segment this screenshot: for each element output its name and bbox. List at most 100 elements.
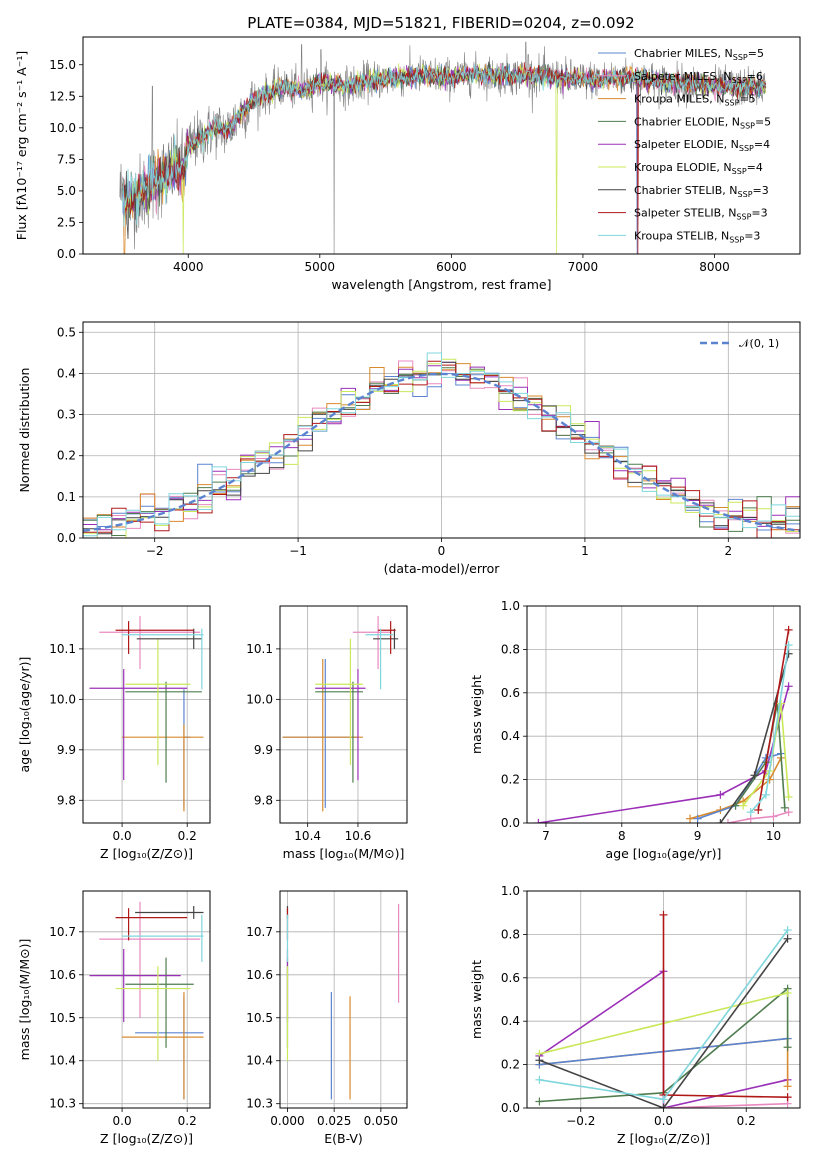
errorbar-kroupa-elodie	[315, 638, 363, 765]
y-tick-label: 0.2	[57, 449, 76, 463]
line-salpeter-miles	[663, 1097, 789, 1108]
marker-chabrier-elodie	[780, 803, 789, 812]
y-axis-label: Flux [fλ10⁻¹⁷ erg cm⁻² s⁻¹ A⁻¹]	[14, 51, 29, 240]
x-tick-label: 6000	[436, 260, 467, 274]
marker-salpeter-stelib	[783, 1093, 792, 1102]
y-tick-label: 10.7	[49, 925, 76, 939]
errorbar-chabrier-elodie	[125, 681, 202, 783]
line-salpeter-miles	[727, 811, 789, 823]
plot-area-spectrum	[119, 41, 767, 254]
errorbar-salpeter-stelib	[115, 621, 194, 654]
y-tick-label: 10.3	[49, 1097, 76, 1111]
errorbar-salpeter-miles	[99, 901, 201, 1018]
y-axis-label: age [log₁₀(age/yr)]	[17, 657, 32, 773]
plot-area-age-vs-Z	[89, 616, 204, 812]
errorbar-kroupa-stelib	[122, 914, 204, 962]
plot-area-residuals	[83, 352, 800, 538]
y-tick-label: 1.0	[501, 599, 520, 613]
x-tick-label: 8	[618, 829, 626, 843]
errorbar-kroupa-elodie	[125, 638, 191, 765]
y-tick-label: 10.3	[246, 1097, 273, 1111]
x-tick-label: 0.2	[737, 1114, 756, 1128]
y-tick-label: 0.0	[501, 1101, 520, 1115]
errorbar-salpeter-elodie	[89, 669, 188, 781]
x-axis-label: Z [log₁₀(Z/Z⊙)]	[100, 846, 193, 861]
y-tick-label: 9.8	[254, 793, 273, 807]
x-tick-label: 0.025	[317, 1114, 351, 1128]
y-tick-label: 0.0	[57, 531, 76, 545]
x-tick-label: 10.4	[294, 829, 321, 843]
marker-chabrier-elodie	[783, 1043, 792, 1052]
errorbar-kroupa-miles	[122, 724, 204, 812]
legend-label-kroupa-elodie: Kroupa ELODIE, NSSP=4	[634, 161, 763, 176]
panel-mass-weight-vs-age: 7 8 9 10 0.0 0.2 0.4 0.6 0.8 1.0 age [log₁₀(age/yr…	[469, 599, 801, 861]
x-tick-label: 7000	[568, 260, 599, 274]
panel-age-vs-mass: 10.4 10.6 9.8 9.9 10.0 10.1 mass [log₁₀(M/M⊙)]	[246, 605, 408, 861]
x-tick-label: −1	[289, 544, 307, 558]
gaussian-curve	[83, 372, 800, 532]
y-tick-label: 10.0	[49, 692, 76, 706]
x-axis-label: wavelength [Angstrom, rest frame]	[331, 277, 551, 292]
x-tick-label: 7	[542, 829, 550, 843]
x-axis-label: Z [log₁₀(Z/Z⊙)]	[617, 1131, 710, 1146]
errorbar-chabrier-elodie	[315, 681, 363, 783]
errorbar-salpeter-elodie	[315, 669, 366, 781]
axes-frame	[82, 321, 801, 539]
y-tick-label: 0.0	[57, 247, 76, 261]
marker-kroupa-miles	[686, 814, 695, 823]
line-chabrier-stelib	[719, 653, 790, 823]
axes-frame	[279, 890, 408, 1109]
marker-kroupa-miles	[783, 1082, 792, 1091]
legend: 𝒩(0, 1)	[700, 337, 779, 350]
errorbar-chabrier-stelib	[136, 628, 202, 649]
y-tick-label: 5.0	[57, 184, 76, 198]
axes-frame	[526, 605, 801, 824]
legend-label-salpeter-elodie: Salpeter ELODIE, NSSP=4	[634, 138, 770, 153]
marker-chabrier-elodie	[535, 1097, 544, 1106]
x-axis-label: age [log₁₀(age/yr)]	[606, 846, 722, 861]
y-tick-label: 0.6	[501, 971, 520, 985]
marker-kroupa-elodie	[739, 801, 748, 810]
marker-chabrier-miles	[693, 814, 702, 823]
line-salpeter-stelib	[662, 914, 788, 1098]
x-tick-label: −0.2	[566, 1114, 595, 1128]
spectrum-model-kroupa-stelib	[122, 64, 767, 227]
y-tick-label: 10.4	[49, 1054, 76, 1068]
line-salpeter-elodie	[538, 686, 790, 823]
panel-age-vs-Z: 0.0 0.2 9.8 9.9 10.0 10.1 Z [log₁₀(Z/Z⊙)] age […	[17, 605, 211, 861]
errorbar-kroupa-elodie	[115, 966, 191, 1061]
errorbar-chabrier-stelib	[373, 628, 399, 649]
x-tick-label: 0.050	[364, 1114, 398, 1128]
legend-label-chabrier-miles: Chabrier MILES, NSSP=5	[634, 47, 764, 62]
marker-salpeter-miles	[723, 819, 732, 823]
plot-area-mass-vs-Z	[89, 901, 204, 1100]
y-tick-label: 0.4	[57, 366, 76, 380]
y-tick-label: 10.0	[246, 692, 273, 706]
marker-salpeter-miles	[769, 812, 778, 821]
marker-kroupa-elodie	[783, 988, 792, 997]
y-tick-label: 0.2	[501, 773, 520, 787]
legend-label-kroupa-miles: Kroupa MILES, NSSP=5	[634, 93, 756, 108]
marker-salpeter-miles	[784, 808, 793, 817]
plot-area-mass-weight-vs-age	[534, 625, 793, 823]
y-tick-label: 9.9	[254, 743, 273, 757]
marker-chabrier-stelib	[750, 771, 759, 780]
marker-chabrier-stelib	[535, 1056, 544, 1065]
x-tick-label: 0.0	[113, 1114, 132, 1128]
x-tick-label: 2	[724, 544, 732, 558]
errorbar-chabrier-elodie	[125, 957, 194, 1048]
errorbar-salpeter-stelib	[115, 908, 188, 941]
y-tick-label: 0.8	[501, 927, 520, 941]
x-tick-label: 1	[581, 544, 589, 558]
marker-kroupa-stelib	[535, 1075, 544, 1084]
panel-spectrum: 4000 5000 6000 7000 8000 0.0 2.5 5.0 7.5 10.0 12.5…	[14, 36, 801, 292]
marker-kroupa-elodie	[784, 792, 793, 801]
x-tick-label: 0.0	[654, 1114, 673, 1128]
marker-salpeter-elodie	[534, 819, 543, 823]
legend-label-salpeter-miles: Salpeter MILES, NSSP=6	[634, 70, 763, 85]
errorbar-chabrier-miles	[282, 658, 358, 808]
y-tick-label: 0.6	[501, 686, 520, 700]
x-tick-label: 0.000	[270, 1114, 304, 1128]
axes-frame	[526, 890, 801, 1109]
